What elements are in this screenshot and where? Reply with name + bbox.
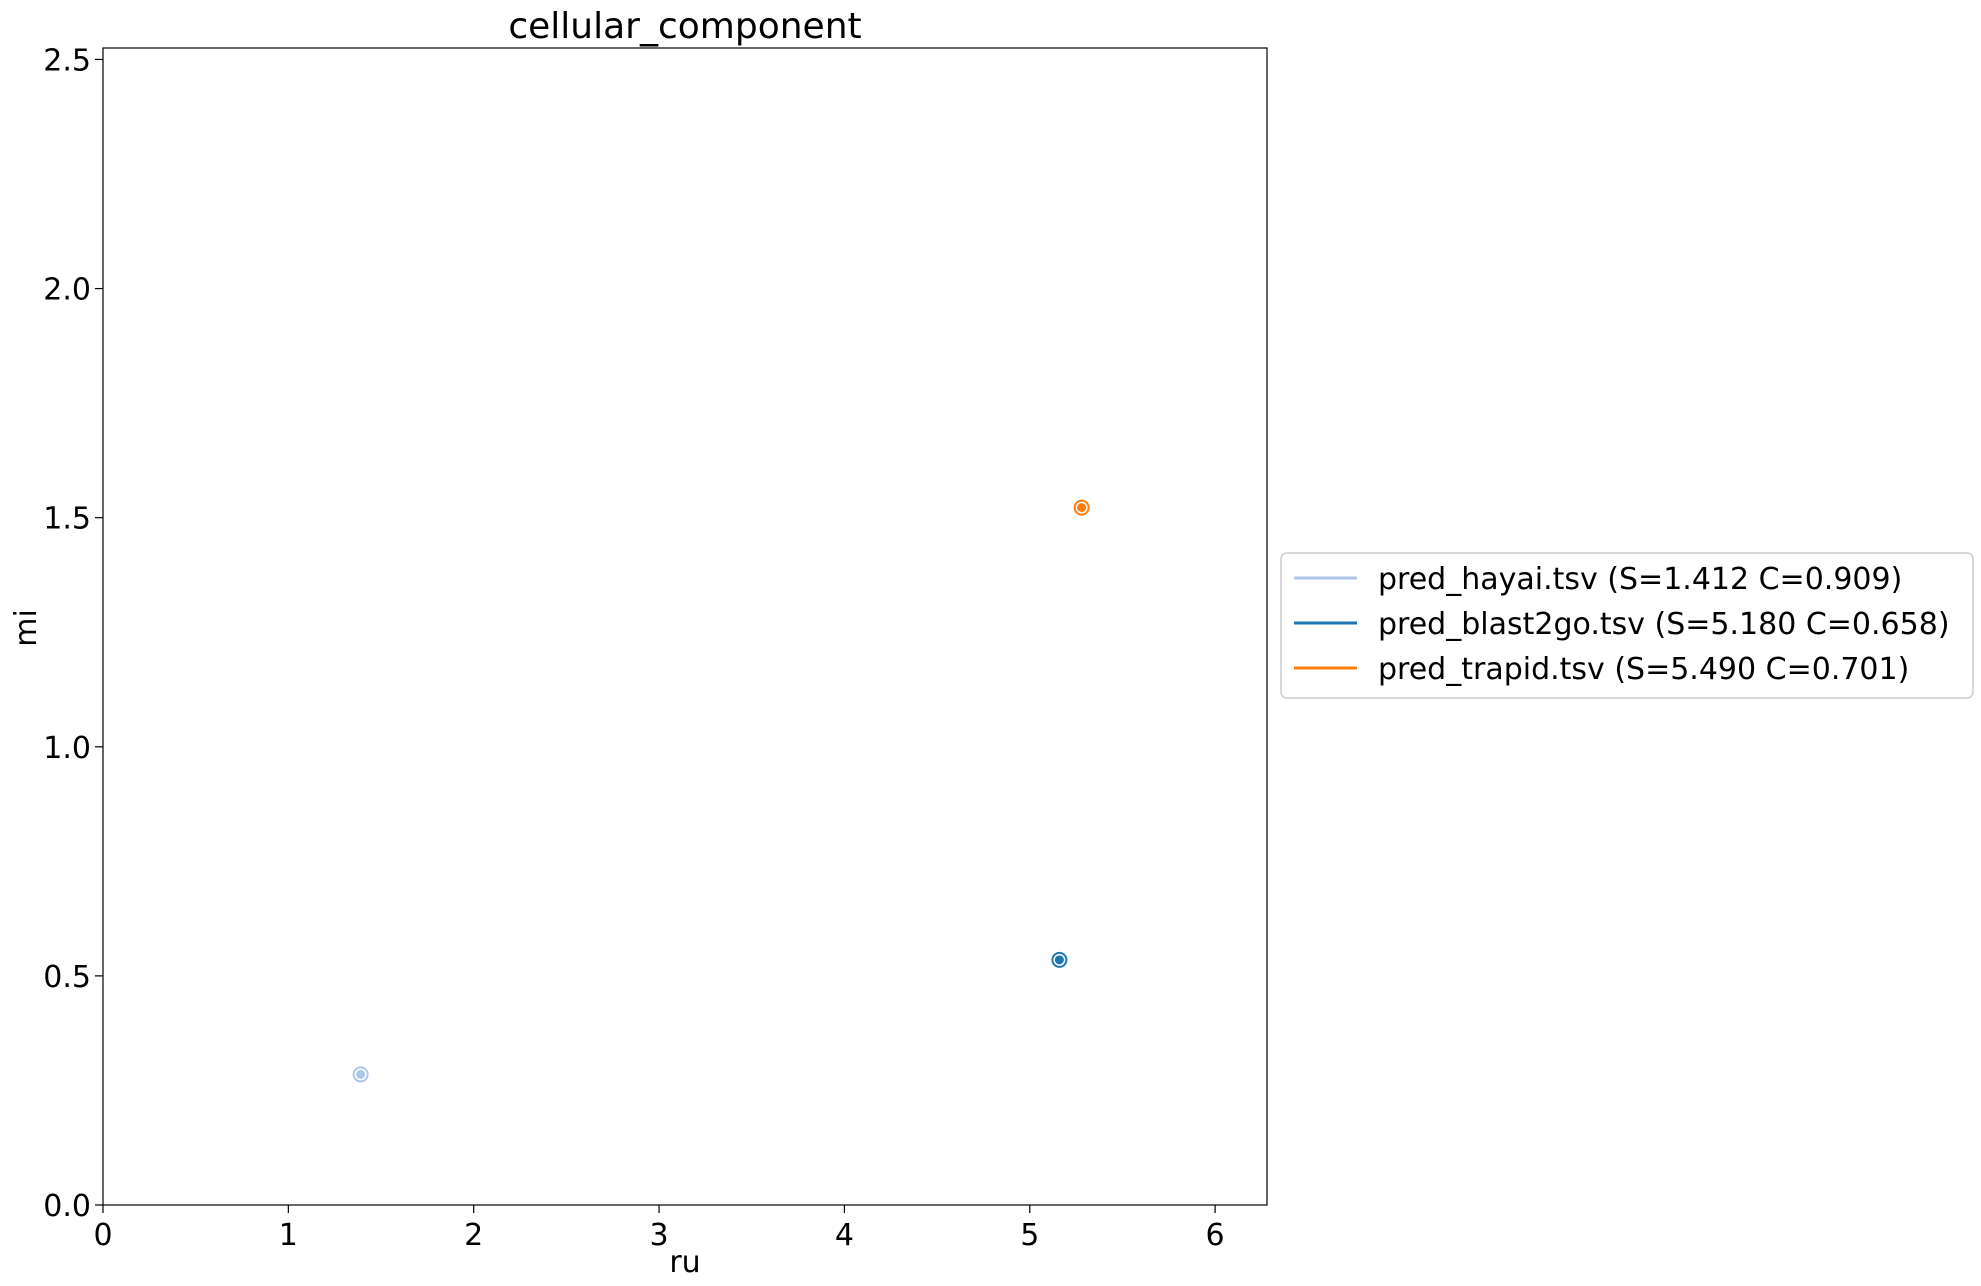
point-ring-series-2 xyxy=(1073,499,1090,516)
x-tick-label: 4 xyxy=(835,1218,854,1253)
point-ring-series-1 xyxy=(1051,951,1068,968)
x-axis: 0 1 2 3 4 5 6 xyxy=(93,1205,1225,1253)
x-tick-label: 6 xyxy=(1206,1218,1225,1253)
legend: pred_hayai.tsv (S=1.412 C=0.909) pred_bla… xyxy=(1280,552,1974,699)
y-tick-label: 0.5 xyxy=(43,960,91,995)
legend-label-series-0: pred_hayai.tsv (S=1.412 C=0.909) xyxy=(1378,562,1902,597)
y-tick-label: 2.0 xyxy=(43,273,91,308)
data-points xyxy=(352,499,1090,1083)
chart-title: cellular_component xyxy=(508,6,861,47)
x-axis-label: ru xyxy=(669,1245,700,1280)
x-tick-label: 1 xyxy=(279,1218,298,1253)
y-tick-label: 1.0 xyxy=(43,731,91,766)
legend-box xyxy=(1280,552,1974,699)
y-tick-label: 0.0 xyxy=(43,1189,91,1224)
plot-frame xyxy=(102,47,1268,1206)
point-series-2 xyxy=(1077,503,1087,513)
point-series-0 xyxy=(356,1069,366,1079)
y-tick-label: 1.5 xyxy=(43,502,91,537)
x-tick-label: 5 xyxy=(1020,1218,1039,1253)
point-ring-series-0 xyxy=(352,1066,369,1083)
y-tick-label: 2.5 xyxy=(43,43,91,78)
y-axis: 0.0 0.5 1.0 1.5 2.0 2.5 xyxy=(43,43,103,1224)
x-tick-label: 3 xyxy=(650,1218,669,1253)
x-tick-label: 2 xyxy=(464,1218,483,1253)
legend-label-series-1: pred_blast2go.tsv (S=5.180 C=0.658) xyxy=(1378,607,1950,642)
point-series-1 xyxy=(1054,955,1064,965)
y-axis-label: mi xyxy=(9,609,44,647)
x-tick-label: 0 xyxy=(93,1218,112,1253)
legend-label-series-2: pred_trapid.tsv (S=5.490 C=0.701) xyxy=(1378,652,1909,687)
